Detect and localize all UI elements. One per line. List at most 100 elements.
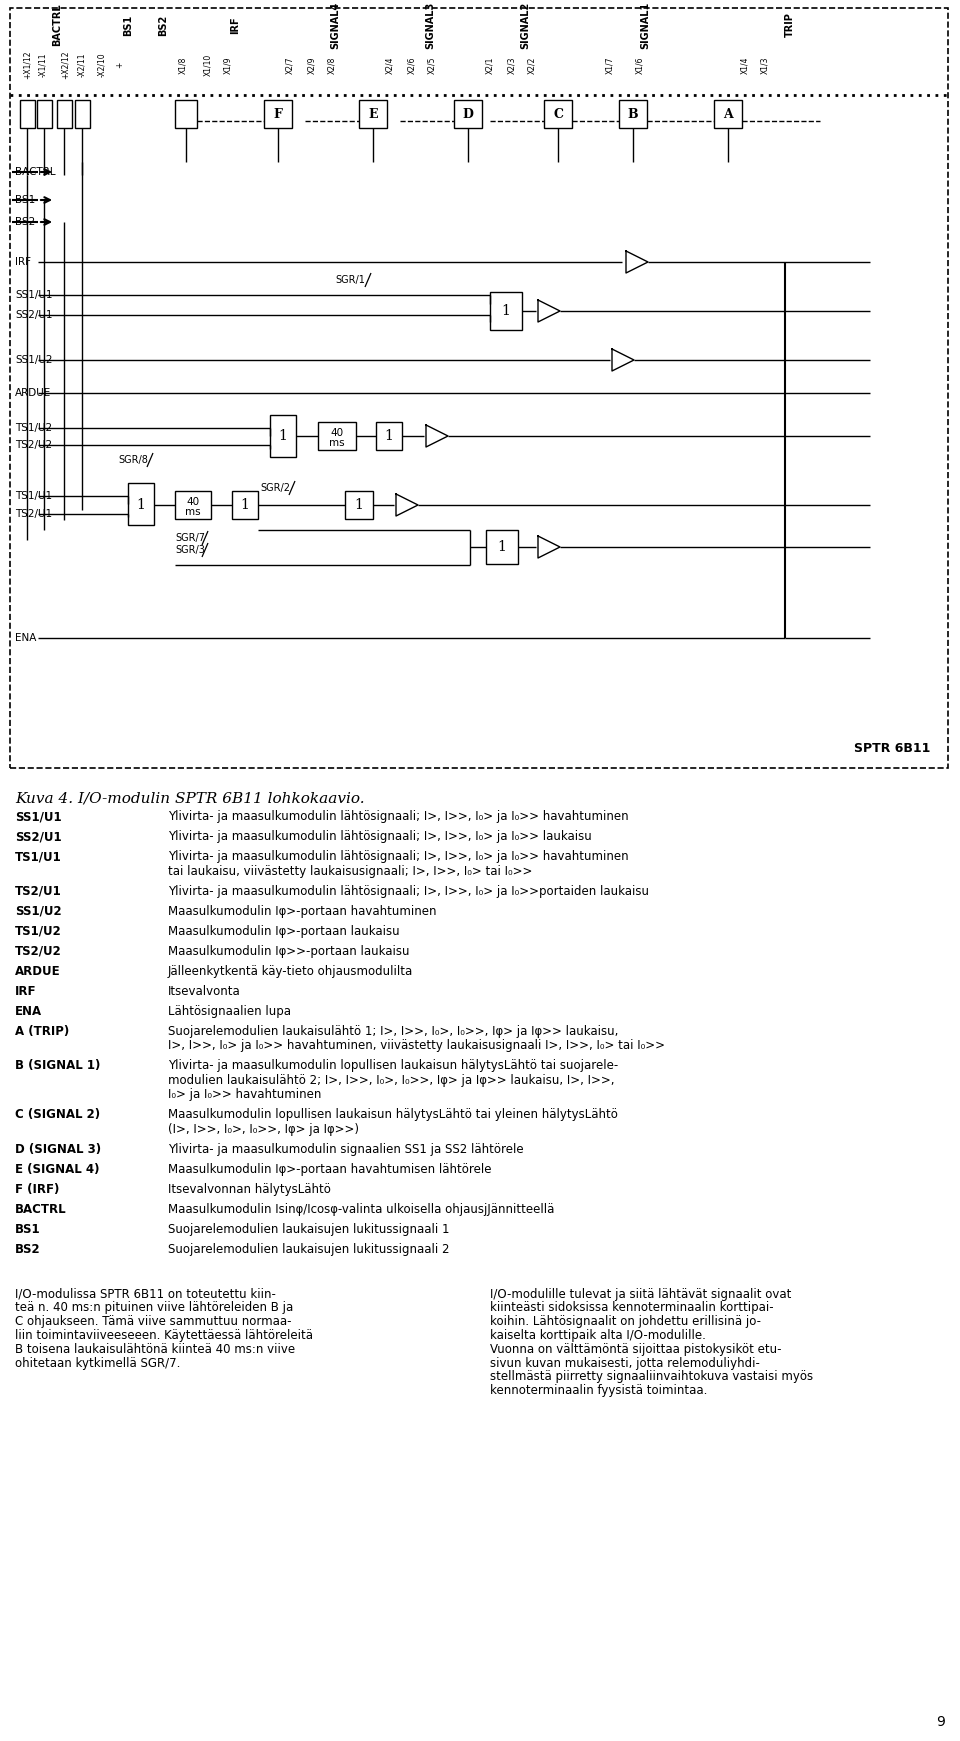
Text: X2/7: X2/7 <box>285 56 295 73</box>
Text: BS2: BS2 <box>158 14 168 35</box>
Text: I/O-modulille tulevat ja siitä lähtävät signaalit ovat: I/O-modulille tulevat ja siitä lähtävät … <box>490 1288 791 1301</box>
Text: ARDUE: ARDUE <box>15 388 51 399</box>
Bar <box>359 99 387 129</box>
Text: kiinteästi sidoksissa kennoterminaalin korttipai-: kiinteästi sidoksissa kennoterminaalin k… <box>490 1302 774 1314</box>
Text: modulien laukaisulähtö 2; I>, I>>, I₀>, I₀>>, Iφ> ja Iφ>> laukaisu, I>, I>>,: modulien laukaisulähtö 2; I>, I>>, I₀>, … <box>168 1074 614 1086</box>
Text: kaiselta korttipaik alta I/O-modulille.: kaiselta korttipaik alta I/O-modulille. <box>490 1328 706 1342</box>
Text: SGR/2: SGR/2 <box>260 482 290 493</box>
Text: SIGNAL2: SIGNAL2 <box>520 2 530 49</box>
Text: SS2/U1: SS2/U1 <box>15 830 61 843</box>
Bar <box>318 421 356 449</box>
Text: TS2/U2: TS2/U2 <box>15 945 61 958</box>
Text: ENA: ENA <box>15 634 36 642</box>
Text: IRF: IRF <box>15 985 36 998</box>
Text: B (SIGNAL 1): B (SIGNAL 1) <box>15 1059 101 1072</box>
Text: Lähtösignaalien lupa: Lähtösignaalien lupa <box>168 1005 291 1017</box>
Bar <box>486 529 518 564</box>
Bar <box>232 491 258 519</box>
Text: I/O-modulissa SPTR 6B11 on toteutettu kiin-: I/O-modulissa SPTR 6B11 on toteutettu ki… <box>15 1288 276 1301</box>
Bar <box>376 421 402 449</box>
Text: C (SIGNAL 2): C (SIGNAL 2) <box>15 1107 100 1121</box>
Text: 1: 1 <box>241 498 250 512</box>
Text: tai laukaisu, viivästetty laukaisusignaali; I>, I>>, I₀> tai I₀>>: tai laukaisu, viivästetty laukaisusignaa… <box>168 865 533 877</box>
Text: SS1/U1: SS1/U1 <box>15 291 53 299</box>
Text: X1/9: X1/9 <box>224 56 232 73</box>
Text: TS2/U1: TS2/U1 <box>15 508 52 519</box>
Text: +X2/12: +X2/12 <box>60 50 69 80</box>
Text: liin toimintaviiveeseeen. Käytettäessä lähtöreleitä: liin toimintaviiveeseeen. Käytettäessä l… <box>15 1328 313 1342</box>
Text: Suojarelemodulien laukaisulähtö 1; I>, I>>, I₀>, I₀>>, Iφ> ja Iφ>> laukaisu,: Suojarelemodulien laukaisulähtö 1; I>, I… <box>168 1025 618 1038</box>
Text: Suojarelemodulien laukaisujen lukitussignaali 2: Suojarelemodulien laukaisujen lukitussig… <box>168 1243 449 1255</box>
Text: X2/2: X2/2 <box>527 56 537 73</box>
Text: X1/4: X1/4 <box>740 56 750 73</box>
Text: 40: 40 <box>186 496 200 507</box>
Bar <box>544 99 572 129</box>
Text: -X1/11: -X1/11 <box>38 52 47 77</box>
Text: TS1/U2: TS1/U2 <box>15 423 52 434</box>
Bar <box>128 482 154 526</box>
Text: SS1/U2: SS1/U2 <box>15 355 53 366</box>
Text: BS1: BS1 <box>123 14 133 35</box>
Text: X2/8: X2/8 <box>327 56 337 73</box>
Text: D (SIGNAL 3): D (SIGNAL 3) <box>15 1142 101 1156</box>
Text: Ylivirta- ja maasulkumodulin lopullisen laukaisun hälytysLähtö tai suojarele-: Ylivirta- ja maasulkumodulin lopullisen … <box>168 1059 618 1072</box>
Text: Maasulkumodulin Iφ>-portaan havahtuminen: Maasulkumodulin Iφ>-portaan havahtuminen <box>168 905 437 918</box>
Text: BACTRL: BACTRL <box>15 167 56 178</box>
Text: A: A <box>723 108 732 120</box>
Text: D: D <box>463 108 473 120</box>
Text: BS1: BS1 <box>15 195 36 205</box>
Text: SGR/1: SGR/1 <box>335 275 365 286</box>
Text: TS2/U2: TS2/U2 <box>15 440 52 449</box>
Text: ENA: ENA <box>15 1005 42 1017</box>
Text: TS1/U1: TS1/U1 <box>15 850 61 864</box>
Text: X2/1: X2/1 <box>486 56 494 73</box>
Text: ohitetaan kytkimellä SGR/7.: ohitetaan kytkimellä SGR/7. <box>15 1356 180 1370</box>
Bar <box>619 99 647 129</box>
Text: X2/4: X2/4 <box>386 56 395 73</box>
Text: SIGNAL3: SIGNAL3 <box>425 2 435 49</box>
Text: ARDUE: ARDUE <box>15 965 60 977</box>
Text: ms: ms <box>329 439 345 447</box>
Text: SPTR 6B11: SPTR 6B11 <box>853 742 930 754</box>
Bar <box>75 99 90 129</box>
Text: Itsevalvonta: Itsevalvonta <box>168 985 241 998</box>
Text: SGR/7: SGR/7 <box>175 533 205 543</box>
Text: TS1/U1: TS1/U1 <box>15 491 52 501</box>
Text: C ohjaukseen. Tämä viive sammuttuu normaa-: C ohjaukseen. Tämä viive sammuttuu norma… <box>15 1314 292 1328</box>
Bar <box>175 491 211 519</box>
Text: BS2: BS2 <box>15 1243 40 1255</box>
Text: (I>, I>>, I₀>, I₀>>, Iφ> ja Iφ>>): (I>, I>>, I₀>, I₀>>, Iφ> ja Iφ>>) <box>168 1123 359 1135</box>
Text: C: C <box>553 108 563 120</box>
Text: TS1/U2: TS1/U2 <box>15 924 61 938</box>
Text: Maasulkumodulin Iφ>-portaan laukaisu: Maasulkumodulin Iφ>-portaan laukaisu <box>168 924 399 938</box>
Text: X1/3: X1/3 <box>760 56 770 73</box>
Bar <box>37 99 52 129</box>
Text: F: F <box>274 108 282 120</box>
Text: X1/10: X1/10 <box>204 54 212 77</box>
Text: SGR/8: SGR/8 <box>118 454 148 465</box>
Bar <box>345 491 373 519</box>
Text: B: B <box>628 108 638 120</box>
Text: IRF: IRF <box>15 258 31 266</box>
Text: Ylivirta- ja maasulkumodulin lähtösignaali; I>, I>>, I₀> ja I₀>> havahtuminen: Ylivirta- ja maasulkumodulin lähtösignaa… <box>168 850 629 864</box>
Text: 1: 1 <box>354 498 364 512</box>
Text: X2/3: X2/3 <box>508 56 516 73</box>
Text: Maasulkumodulin Iφ>>-portaan laukaisu: Maasulkumodulin Iφ>>-portaan laukaisu <box>168 945 410 958</box>
Text: SIGNAL1: SIGNAL1 <box>640 2 650 49</box>
Text: Itsevalvonnan hälytysLähtö: Itsevalvonnan hälytysLähtö <box>168 1182 331 1196</box>
Text: X1/7: X1/7 <box>606 56 614 73</box>
Text: Maasulkumodulin lopullisen laukaisun hälytysLähtö tai yleinen hälytysLähtö: Maasulkumodulin lopullisen laukaisun häl… <box>168 1107 618 1121</box>
Bar <box>714 99 742 129</box>
Text: 1: 1 <box>385 428 394 442</box>
Text: BACTRL: BACTRL <box>52 3 62 47</box>
Text: sivun kuvan mukaisesti, jotta relemoduliyhdi-: sivun kuvan mukaisesti, jotta relemoduli… <box>490 1356 760 1370</box>
Text: IRF: IRF <box>230 16 240 33</box>
Text: ms: ms <box>185 507 201 517</box>
Text: SGR/3: SGR/3 <box>175 545 204 555</box>
Text: SS1/U1: SS1/U1 <box>15 810 61 823</box>
Text: SS1/U2: SS1/U2 <box>15 905 61 918</box>
Text: B toisena laukaisulähtönä kiinteä 40 ms:n viive: B toisena laukaisulähtönä kiinteä 40 ms:… <box>15 1342 295 1356</box>
Bar <box>20 99 35 129</box>
Text: +X1/12: +X1/12 <box>22 50 32 80</box>
Text: 1: 1 <box>497 540 507 554</box>
